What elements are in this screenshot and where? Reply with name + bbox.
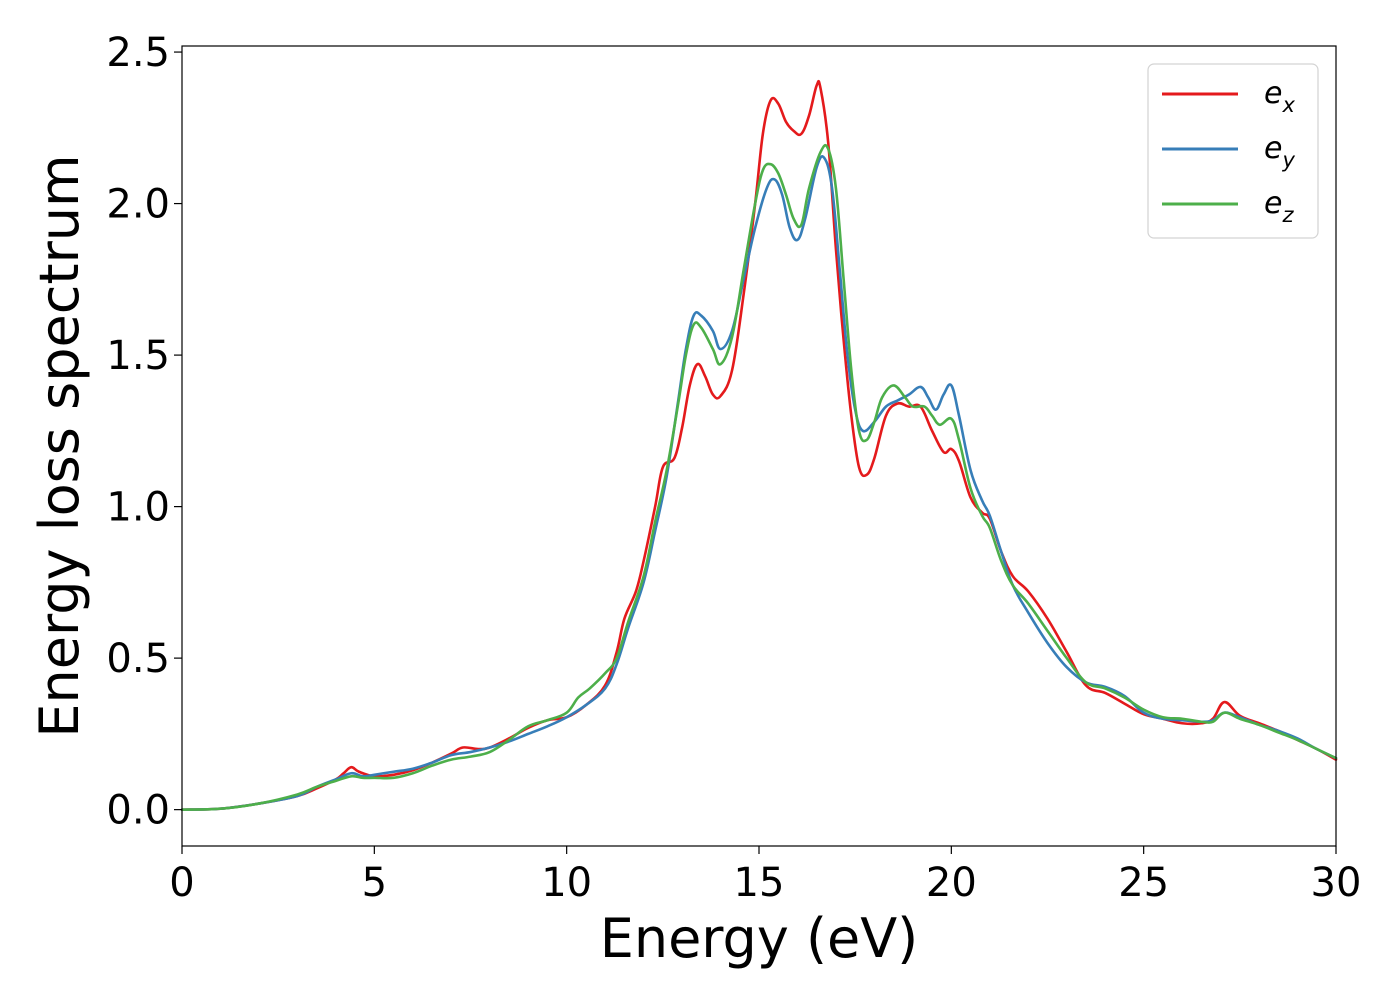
y-tick-label: 1.0 bbox=[106, 485, 170, 531]
y-tick-label: 0.0 bbox=[106, 788, 170, 834]
legend-label-e-y: ey bbox=[1264, 131, 1295, 172]
series-layer bbox=[180, 79, 1338, 811]
y-axis-title: Energy loss spectrum bbox=[28, 154, 91, 737]
y-tick-label: 0.5 bbox=[106, 636, 170, 682]
legend: ex ey ez bbox=[1147, 63, 1319, 239]
x-tick-label: 5 bbox=[362, 860, 387, 906]
legend-box bbox=[1147, 63, 1319, 239]
legend-label-e-x: ex bbox=[1264, 76, 1295, 117]
y-axis-ticks: 0.0 0.5 1.0 1.5 2.0 2.5 bbox=[106, 30, 182, 834]
y-tick-label: 1.5 bbox=[106, 333, 170, 379]
x-tick-label: 20 bbox=[926, 860, 977, 906]
x-tick-label: 0 bbox=[169, 860, 194, 906]
x-tick-label: 15 bbox=[734, 860, 785, 906]
x-tick-label: 10 bbox=[541, 860, 592, 906]
series-line-e-y bbox=[180, 155, 1338, 811]
x-axis-ticks: 0 5 10 15 20 25 30 bbox=[169, 846, 1361, 906]
x-axis-title: Energy (eV) bbox=[600, 907, 919, 970]
y-tick-label: 2.0 bbox=[106, 182, 170, 228]
y-tick-label: 2.5 bbox=[106, 30, 170, 76]
legend-label-e-z: ez bbox=[1264, 186, 1294, 227]
series-line-e-z bbox=[180, 143, 1338, 811]
x-tick-label: 30 bbox=[1311, 860, 1362, 906]
x-tick-label: 25 bbox=[1118, 860, 1169, 906]
